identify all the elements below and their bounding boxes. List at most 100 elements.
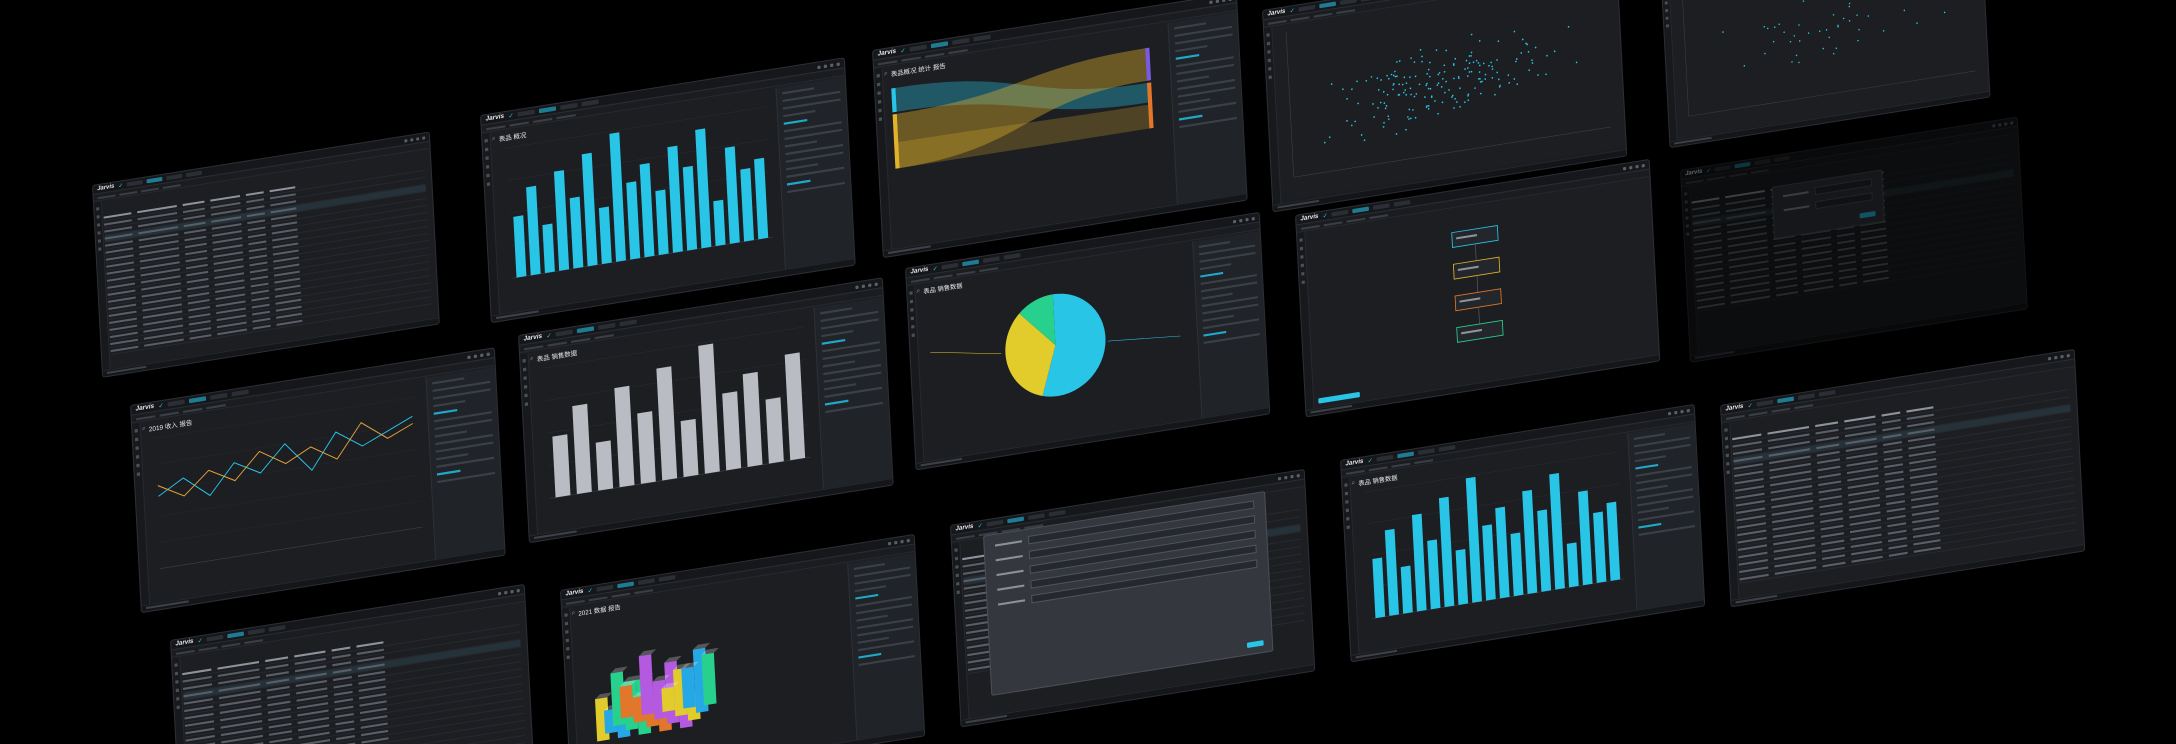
top-tab[interactable]: [1774, 155, 1791, 163]
table-icon[interactable]: [1267, 50, 1271, 54]
home-icon[interactable]: [1299, 238, 1303, 242]
table-icon[interactable]: [1345, 500, 1349, 504]
breadcrumb-item[interactable]: [565, 599, 585, 605]
bell-icon[interactable]: [1209, 0, 1213, 4]
table-icon[interactable]: [97, 223, 101, 227]
settings-icon[interactable]: [956, 582, 960, 586]
top-tab[interactable]: [941, 262, 959, 270]
breadcrumb-item[interactable]: [1313, 12, 1333, 18]
top-tab[interactable]: [962, 259, 980, 267]
chart-icon[interactable]: [1344, 491, 1349, 496]
help-icon[interactable]: [486, 182, 491, 187]
top-tab[interactable]: [638, 578, 656, 585]
folder-icon[interactable]: [485, 164, 490, 169]
top-tab[interactable]: [659, 574, 676, 582]
grid-icon[interactable]: [504, 590, 508, 594]
help-icon[interactable]: [98, 247, 102, 251]
chart-icon[interactable]: [96, 215, 100, 219]
top-tab[interactable]: [1004, 252, 1021, 260]
top-tab[interactable]: [269, 624, 286, 632]
breadcrumb-item[interactable]: [910, 277, 930, 283]
breadcrumb-item[interactable]: [119, 190, 138, 196]
breadcrumb-item[interactable]: [948, 48, 968, 54]
top-tab[interactable]: [617, 581, 635, 589]
top-tab[interactable]: [598, 322, 616, 330]
search-icon[interactable]: ⌕: [1351, 479, 1356, 487]
breadcrumb-item[interactable]: [556, 113, 576, 119]
settings-icon[interactable]: [486, 173, 490, 178]
top-tab[interactable]: [210, 392, 228, 400]
chart-icon[interactable]: [1684, 200, 1688, 204]
home-icon[interactable]: [174, 663, 178, 667]
top-tab[interactable]: [1361, 0, 1378, 2]
user-icon[interactable]: [416, 136, 420, 141]
folder-icon[interactable]: [175, 688, 179, 693]
top-tab[interactable]: [227, 631, 245, 639]
user-icon[interactable]: [900, 539, 904, 543]
user-icon[interactable]: [510, 589, 514, 593]
chart-icon[interactable]: [876, 82, 881, 87]
top-tab[interactable]: [555, 329, 574, 337]
breadcrumb-item[interactable]: [1725, 414, 1745, 420]
breadcrumb-item[interactable]: [1369, 213, 1389, 219]
folder-icon[interactable]: [1725, 453, 1729, 458]
folder-icon[interactable]: [877, 99, 882, 104]
top-tab[interactable]: [206, 634, 224, 642]
user-icon[interactable]: [830, 62, 834, 67]
home-icon[interactable]: [954, 548, 958, 552]
breadcrumb-item[interactable]: [486, 124, 506, 130]
breadcrumb-item[interactable]: [634, 588, 654, 594]
grid-icon[interactable]: [410, 137, 414, 142]
chart-icon[interactable]: [174, 671, 179, 676]
breadcrumb-item[interactable]: [1346, 217, 1366, 223]
menu-icon[interactable]: [1296, 473, 1300, 477]
table-icon[interactable]: [485, 156, 489, 161]
help-icon[interactable]: [176, 705, 180, 710]
grid-icon[interactable]: [823, 63, 828, 68]
help-icon[interactable]: [1346, 525, 1350, 530]
bell-icon[interactable]: [887, 541, 892, 545]
top-tab[interactable]: [1340, 0, 1358, 5]
chart-icon[interactable]: [1266, 41, 1271, 46]
menu-icon[interactable]: [906, 538, 910, 542]
breadcrumb-item[interactable]: [221, 642, 241, 648]
home-icon[interactable]: [564, 613, 568, 617]
search-icon[interactable]: ⌕: [571, 609, 576, 617]
home-icon[interactable]: [1684, 192, 1688, 196]
top-tab[interactable]: [1734, 161, 1751, 169]
breadcrumb-item[interactable]: [524, 344, 544, 350]
confirm-button[interactable]: [1246, 640, 1264, 649]
folder-icon[interactable]: [1685, 216, 1689, 220]
top-tab[interactable]: [1319, 1, 1337, 9]
top-tab[interactable]: [952, 37, 970, 45]
settings-icon[interactable]: [878, 108, 882, 113]
settings-icon[interactable]: [1346, 517, 1350, 521]
table-icon[interactable]: [1664, 1, 1668, 5]
breadcrumb-item[interactable]: [1300, 224, 1320, 230]
breadcrumb-item[interactable]: [1750, 168, 1769, 174]
folder-icon[interactable]: [1665, 8, 1669, 13]
bell-icon[interactable]: [497, 591, 502, 595]
bell-icon[interactable]: [1232, 219, 1237, 223]
folder-icon[interactable]: [97, 231, 101, 235]
search-icon[interactable]: ⌕: [883, 69, 888, 78]
menu-icon[interactable]: [1228, 0, 1232, 1]
top-tab[interactable]: [1007, 516, 1025, 524]
breadcrumb-item[interactable]: [611, 592, 631, 598]
breadcrumb-item[interactable]: [1748, 410, 1768, 416]
breadcrumb-item[interactable]: [244, 638, 264, 644]
top-tab[interactable]: [167, 399, 186, 407]
help-icon[interactable]: [566, 655, 570, 660]
breadcrumb-item[interactable]: [588, 595, 608, 601]
home-icon[interactable]: [1266, 33, 1270, 37]
field-input[interactable]: [1815, 192, 1873, 210]
menu-icon[interactable]: [486, 351, 490, 356]
top-tab[interactable]: [189, 396, 207, 404]
home-icon[interactable]: [96, 207, 100, 211]
top-tab[interactable]: [1715, 164, 1732, 172]
folder-icon[interactable]: [523, 384, 528, 389]
chart-icon[interactable]: [564, 621, 569, 626]
table-icon[interactable]: [910, 308, 914, 312]
top-tab[interactable]: [983, 256, 1001, 263]
bell-icon[interactable]: [1622, 166, 1627, 170]
